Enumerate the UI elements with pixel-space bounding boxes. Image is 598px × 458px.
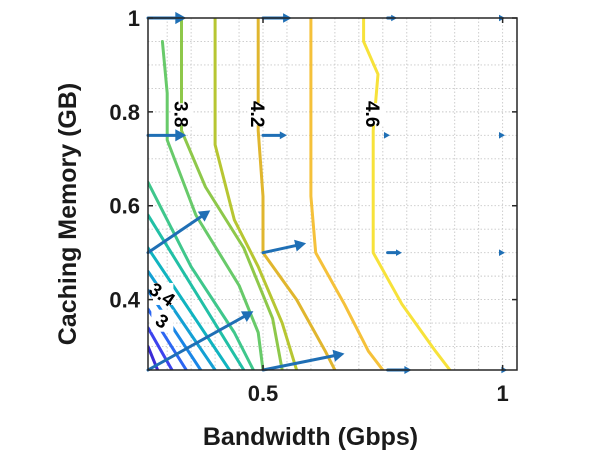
contour-line-3-4 — [148, 246, 231, 370]
y-tick-label: 0.8 — [109, 100, 140, 125]
arrow-shaft — [261, 243, 301, 255]
arrow-head — [499, 249, 505, 256]
y-tick-label: 1 — [128, 6, 140, 31]
gradient-arrow — [386, 249, 402, 256]
contour-label: 3.8 — [170, 101, 191, 127]
contour-line-4-2 — [256, 18, 337, 370]
arrow-shaft — [261, 353, 339, 372]
arrow-head — [396, 249, 402, 256]
arrow-head — [175, 129, 187, 142]
contour-line-3 — [148, 326, 174, 370]
contour-label-bg — [247, 103, 270, 126]
x-tick-label: 0.5 — [248, 381, 279, 406]
arrow-head — [384, 132, 390, 139]
arrow-head — [499, 132, 505, 139]
contour-label: 4.6 — [361, 101, 382, 127]
contour-label-bg — [362, 103, 385, 126]
gradient-arrow — [384, 132, 390, 139]
contour-line-4 — [213, 18, 299, 370]
contour-line-4-4 — [309, 18, 385, 370]
gradient-arrow — [146, 129, 187, 142]
contour-labels: 3.8 4.2 4.63.43 — [145, 101, 385, 334]
contour-line-3-6 — [148, 180, 255, 370]
arrow-shaft — [146, 313, 249, 372]
contour-lines — [148, 18, 452, 370]
x-tick-label: 1 — [496, 381, 508, 406]
contour-label-bg — [151, 309, 174, 332]
y-axis-label: Caching Memory (GB) — [54, 83, 82, 346]
gradient-arrow — [499, 249, 505, 256]
y-tick-label: 0.6 — [109, 194, 140, 219]
contour-label: 4.2 — [246, 101, 267, 127]
plot-area — [147, 17, 518, 371]
contour-line-3-8 — [180, 18, 284, 370]
contour-label-bg — [151, 282, 174, 305]
arrow-head — [294, 239, 307, 252]
gradient-arrow — [146, 311, 254, 372]
gradient-arrow — [146, 210, 211, 255]
contour-label-bg — [170, 103, 193, 126]
arrow-head — [240, 311, 254, 322]
arrow-head — [332, 349, 345, 362]
axis-ticks: 0.5 1 0.4 0.6 0.8 1 — [109, 6, 517, 406]
gradient-arrow — [261, 131, 287, 140]
gradient-arrows — [146, 11, 508, 374]
arrow-head — [197, 210, 211, 222]
grid — [148, 17, 517, 371]
contour-line-4-6 — [362, 18, 452, 370]
gradient-arrow — [499, 132, 505, 139]
x-axis-label: Bandwidth (Gbps) — [203, 423, 418, 451]
gradient-arrow — [261, 239, 307, 255]
arrow-shaft — [146, 213, 206, 255]
gradient-arrow — [261, 349, 345, 372]
contour-line-3-7 — [160, 40, 265, 370]
y-tick-label: 0.4 — [109, 288, 140, 313]
arrow-head — [279, 131, 287, 140]
